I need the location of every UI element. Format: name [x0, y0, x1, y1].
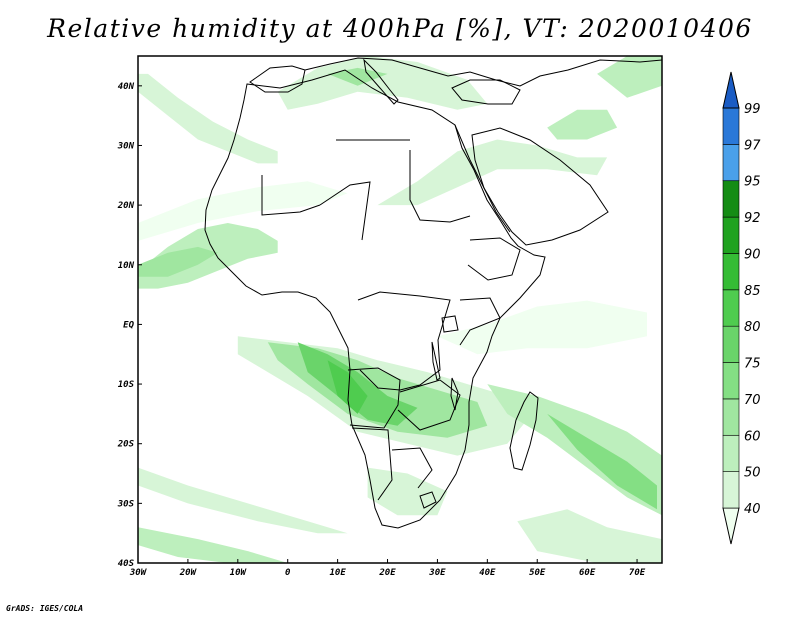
humidity-field-central-africa-core — [297, 342, 418, 426]
lon-tick-label: 60E — [579, 568, 596, 578]
lon-tick-label: 20E — [378, 568, 396, 578]
kenya-tanzania-border — [459, 297, 501, 346]
lat-tick-label: 10N — [118, 261, 135, 271]
humidity-field-iran-area — [547, 109, 618, 140]
colorbar-segment — [722, 434, 740, 472]
lesotho — [419, 491, 437, 509]
colorbar-segment — [722, 398, 740, 436]
niger-chad-border — [319, 181, 371, 241]
humidity-field-s-atlantic-band — [138, 467, 348, 534]
lon-tick-label: 30E — [428, 568, 446, 578]
colorbar-label: 90 — [744, 247, 761, 262]
lat-tick-label: 10S — [118, 380, 135, 390]
colorbar-segment — [722, 107, 740, 145]
lon-tick-label: 20W — [179, 568, 198, 578]
lat-tick-label: EQ — [123, 320, 134, 330]
arabia-outline — [471, 127, 609, 246]
angola-border — [347, 367, 401, 429]
lat-tick-label: 20N — [117, 201, 135, 211]
colorbar-label: 70 — [744, 393, 761, 408]
colorbar-segment — [722, 216, 740, 254]
italy-outline — [363, 58, 399, 105]
colorbar-label: 75 — [744, 357, 761, 372]
colorbar-over-triangle — [722, 71, 740, 109]
lake-victoria — [441, 315, 459, 333]
lon-tick-label: 30W — [129, 568, 148, 578]
plot-frame — [137, 55, 663, 564]
lat-tick-label: 30N — [117, 141, 135, 151]
lon-tick-label: 40E — [479, 568, 496, 578]
lon-tick-label: 50E — [529, 568, 546, 578]
lake-tanganyika — [431, 341, 441, 381]
madagascar-outline — [509, 391, 539, 471]
lake-malawi — [450, 377, 459, 411]
colorbar-segment — [722, 144, 740, 182]
lat-tick-label: 30S — [117, 499, 135, 509]
colorbar-segment — [722, 362, 740, 400]
colorbar: 40 50 60 70 75 80 85 90 92 95 97 99 — [722, 71, 761, 545]
humidity-field-indian-ocean-south — [517, 509, 662, 563]
drc-border — [357, 291, 451, 391]
map-title: Relative humidity at 400hPa [%], VT: 202… — [47, 14, 753, 43]
colorbar-under-triangle — [722, 507, 740, 545]
iberia-outline — [249, 65, 306, 93]
colorbar-label: 92 — [744, 211, 761, 226]
lon-tick-label: 10E — [329, 568, 346, 578]
colorbar-segment — [722, 325, 740, 363]
europe-outline — [304, 57, 662, 87]
humidity-field-sahel-band — [138, 181, 348, 241]
humidity-field-angola-core — [327, 360, 368, 414]
humidity-field-w-africa-core — [138, 246, 218, 277]
humidity-field-n-atlantic-band — [138, 73, 278, 164]
colorbar-label: 60 — [744, 429, 761, 444]
colorbar-label: 85 — [744, 284, 761, 299]
grads-credit: GrADS: IGES/COLA — [6, 604, 84, 613]
colorbar-segment — [722, 180, 740, 218]
sudan-border — [409, 150, 471, 223]
humidity-fields — [138, 56, 662, 563]
humidity-field-mediterranean — [277, 56, 488, 110]
humidity-field-caspian-area — [597, 56, 662, 98]
lat-tick-label: 40N — [118, 82, 135, 92]
lon-tick-label: 70E — [629, 568, 646, 578]
humidity-field-egypt-arabia-band — [377, 139, 608, 206]
humidity-field-madagascar-core — [547, 413, 657, 510]
lat-tick-label: 40S — [118, 559, 135, 569]
lon-tick-label: 0 — [285, 568, 291, 578]
mali-border — [261, 175, 321, 216]
colorbar-segment — [722, 289, 740, 327]
namibia-botswana-border — [351, 427, 433, 501]
colorbar-label: 99 — [744, 102, 761, 117]
humidity-field-southern-band — [138, 527, 288, 563]
colorbar-segment — [722, 471, 740, 509]
colorbar-label: 40 — [744, 502, 761, 517]
colorbar-label: 50 — [744, 466, 761, 481]
humidity-field-south-africa-area — [367, 467, 448, 516]
lat-tick-label: 20S — [117, 440, 135, 450]
lon-tick-label: 10W — [230, 568, 248, 578]
africa-coastline-outline — [204, 69, 546, 529]
humidity-field-east-africa-band — [437, 300, 647, 355]
colorbar-label: 95 — [744, 175, 761, 190]
ethiopia-border — [467, 237, 521, 281]
colorbar-segment — [722, 253, 740, 291]
colorbar-label: 80 — [744, 320, 761, 335]
colorbar-label: 97 — [744, 138, 761, 153]
africa-coastline — [204, 57, 662, 529]
humidity-field-med-core — [327, 67, 388, 86]
turkey-outline — [451, 79, 521, 105]
